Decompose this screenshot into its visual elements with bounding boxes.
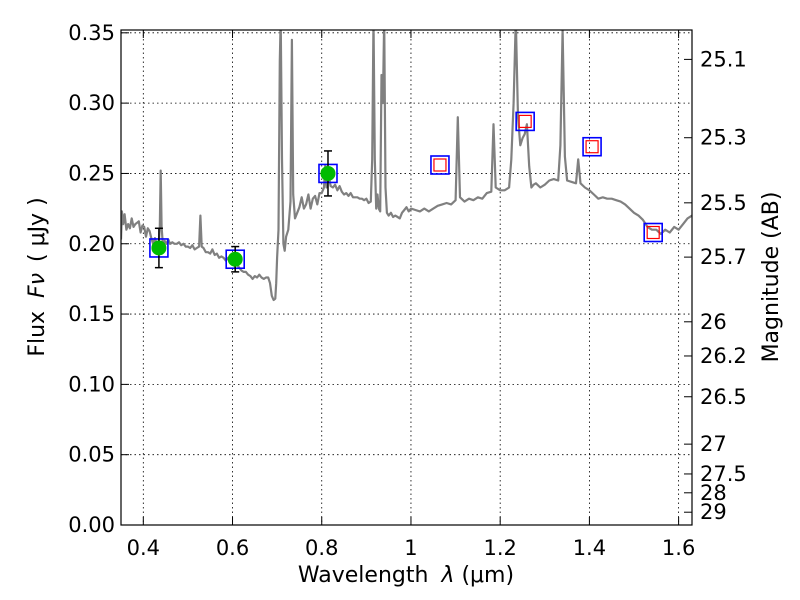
model-band-marker <box>515 111 535 132</box>
upper-limit-marker <box>585 140 599 154</box>
model-band-marker <box>582 136 602 157</box>
mag-tick-label: 27.5 <box>700 462 747 486</box>
y-tick-label: 0.00 <box>68 513 115 537</box>
x-tick-label: 1.6 <box>662 536 695 560</box>
y-tick-label: 0.25 <box>68 161 115 185</box>
mag-tick-label: 26.2 <box>700 344 747 368</box>
y-tick-label: 0.15 <box>68 302 115 326</box>
y-tick-label: 0.05 <box>68 443 115 467</box>
x-axis-label: Wavelength λ (μm) <box>298 563 514 588</box>
mag-tick-label: 26 <box>700 310 727 334</box>
y-axis-label-symbol: Fν <box>25 273 50 298</box>
photometry-markers <box>149 111 663 273</box>
y-axis-label-units: ( μJy ) <box>25 197 50 262</box>
x-axis-label-units: (μm) <box>461 563 514 588</box>
x-tick-label: 0.6 <box>216 536 249 560</box>
x-tick-label: 1.4 <box>573 536 606 560</box>
grid <box>121 30 692 526</box>
x-axis-label-prefix: Wavelength <box>298 563 429 588</box>
upper-limit-marker <box>646 225 660 240</box>
y2-axis-label: Magnitude (AB) <box>759 192 784 363</box>
axis-ticks: 0.4 0.6 0.8 1 1.2 1.4 1.6 0.00 0.05 0.10 0.15 0.20 0… <box>68 21 747 560</box>
x-axis-label-symbol: λ <box>440 563 454 588</box>
mag-tick-label: 29 <box>700 500 727 524</box>
y-axis-label: Flux Fν ( μJy ) <box>25 197 50 356</box>
upper-limit-marker <box>433 158 447 172</box>
mag-tick-label: 25.1 <box>700 47 747 71</box>
detection-marker <box>227 251 243 267</box>
mag-tick-label: 28 <box>700 481 727 505</box>
x-tick-label: 1.2 <box>483 536 516 560</box>
model-band-marker <box>430 155 450 175</box>
plot-frame <box>120 29 693 526</box>
x-tick-label: 1 <box>404 536 417 560</box>
detection-marker <box>151 240 167 256</box>
y-tick-label: 0.35 <box>68 21 115 45</box>
y-tick-label: 0.30 <box>68 91 115 115</box>
y-tick-label: 0.10 <box>68 372 115 396</box>
x-tick-label: 0.4 <box>127 536 160 560</box>
mag-tick-label: 26.5 <box>700 385 747 409</box>
plot-area <box>121 30 692 302</box>
x-tick-label: 0.8 <box>305 536 338 560</box>
detection-marker <box>320 165 336 181</box>
mag-tick-label: 25.7 <box>700 245 747 269</box>
model-band-marker <box>643 222 663 243</box>
y-axis-label-prefix: Flux <box>25 311 50 357</box>
upper-limit-marker <box>518 114 532 129</box>
mag-tick-label: 25.5 <box>700 191 747 215</box>
mag-tick-label: 25.3 <box>700 126 747 150</box>
model-spectrum-line <box>121 30 692 302</box>
mag-tick-label: 27 <box>700 432 727 456</box>
y-tick-label: 0.20 <box>68 232 115 256</box>
